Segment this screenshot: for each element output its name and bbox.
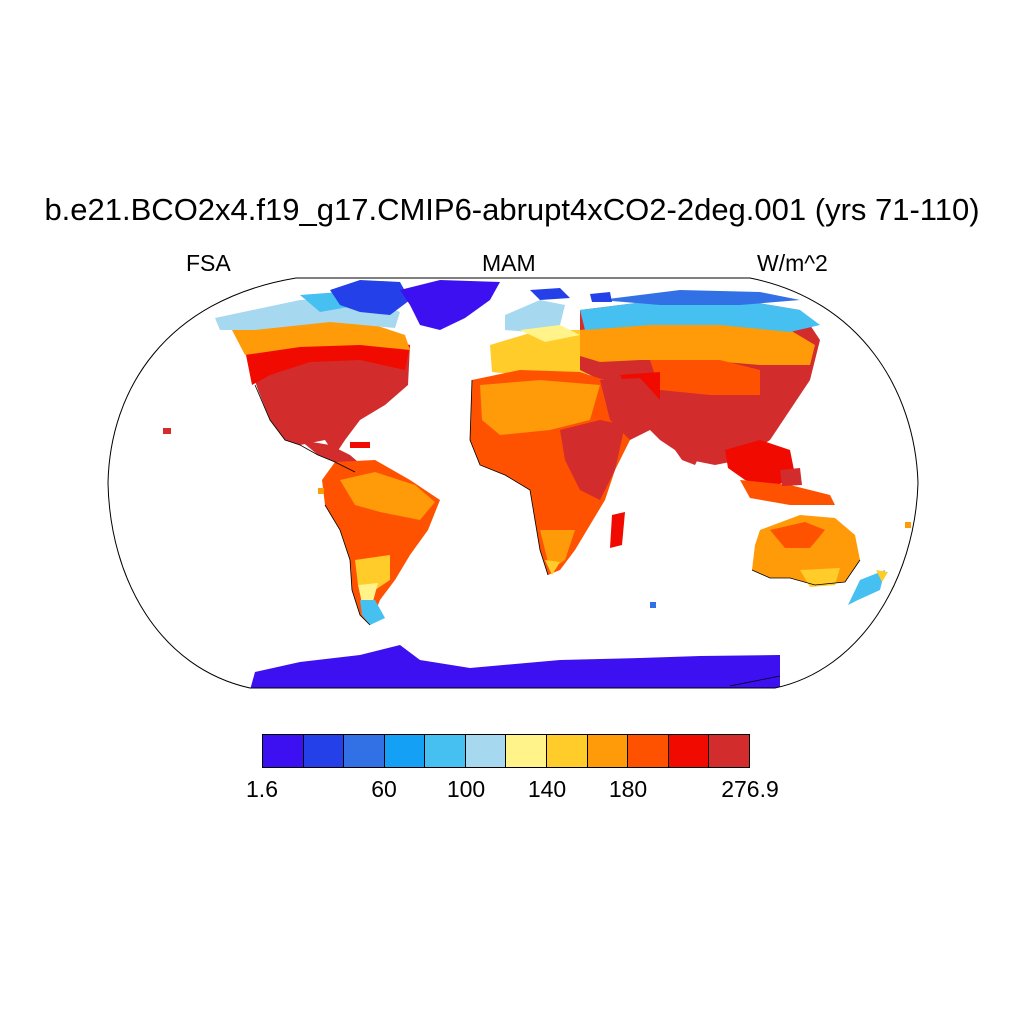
colorbar-box xyxy=(384,735,426,767)
colorbar-box xyxy=(668,735,710,767)
arabia xyxy=(600,378,660,440)
colorbar-box xyxy=(709,735,749,767)
season-label: MAM xyxy=(482,250,536,276)
colorbar-box xyxy=(263,735,304,767)
colorbar-tick-label: 180 xyxy=(608,776,648,802)
arctic-canada xyxy=(330,280,410,315)
colorbar-box xyxy=(506,735,548,767)
colorbar-box xyxy=(547,735,588,767)
colorbar-box xyxy=(465,735,507,767)
colorbar-tick-label: 276.9 xyxy=(721,776,779,802)
colorbar-tick-label: 140 xyxy=(527,776,567,802)
colorbar-tick-label: 60 xyxy=(371,776,397,802)
colorbar-box xyxy=(303,735,345,767)
variable-label: FSA xyxy=(186,250,231,276)
madagascar xyxy=(610,512,625,548)
antarctica xyxy=(250,645,780,688)
colorbar xyxy=(262,734,750,768)
colorbar-tick-label: 100 xyxy=(446,776,486,802)
colorbar-box xyxy=(344,735,385,767)
units-label: W/m^2 xyxy=(757,250,828,276)
plot-title: b.e21.BCO2x4.f19_g17.CMIP6-abrupt4xCO2-2… xyxy=(44,192,980,227)
colorbar-tick-label: 1.6 xyxy=(246,776,278,802)
map-border xyxy=(107,277,919,689)
colorbar-box xyxy=(425,735,466,767)
colorbar-box xyxy=(587,735,629,767)
southeast-asia xyxy=(725,440,795,490)
colorbar-box xyxy=(628,735,669,767)
new-zealand xyxy=(848,570,885,605)
greenland xyxy=(400,280,500,330)
india xyxy=(660,410,710,465)
